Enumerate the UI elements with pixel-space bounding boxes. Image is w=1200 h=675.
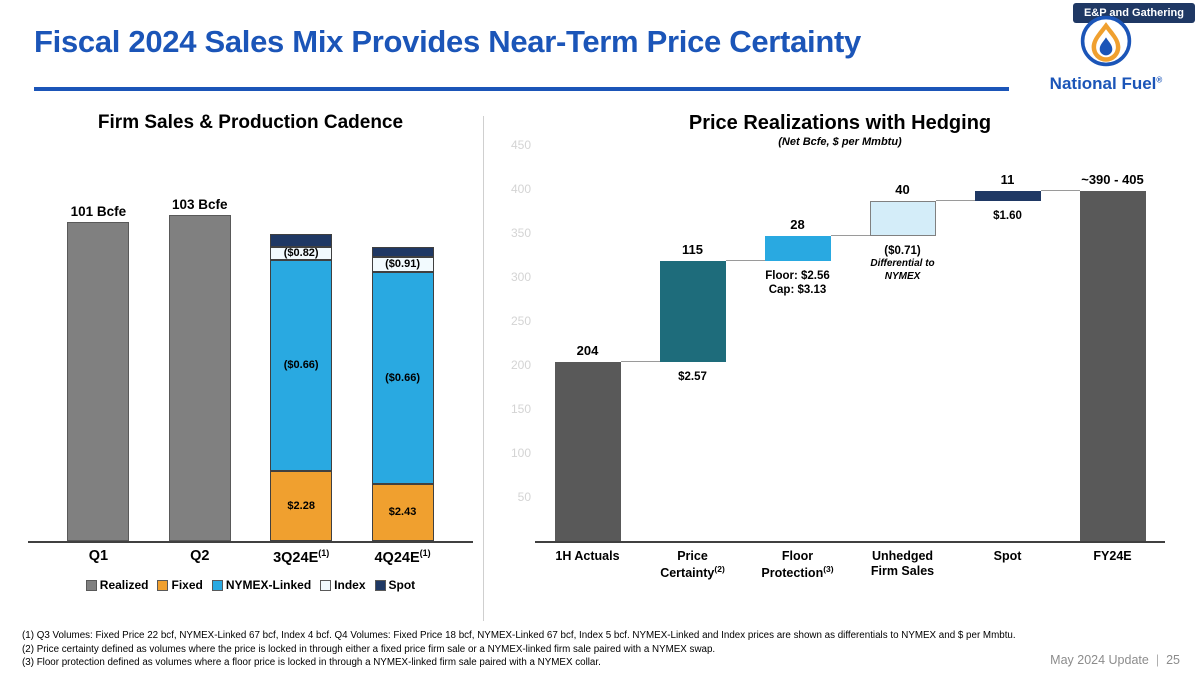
waterfall-value-label: 40 bbox=[895, 181, 910, 197]
waterfall-bar-spot bbox=[974, 191, 1041, 201]
stacked-bar-3q24e: $2.28 ($0.66) ($0.82) bbox=[270, 231, 333, 541]
category-label-floor-protection: Floor Protection(3) bbox=[761, 549, 834, 581]
footnote-1: (1) Q3 Volumes: Fixed Price 22 bcf, NYME… bbox=[22, 630, 1016, 641]
category-label-4q24e: 4Q24E(1) bbox=[374, 548, 431, 566]
category-label-3q24e: 3Q24E(1) bbox=[273, 548, 330, 566]
waterfall-connector bbox=[830, 234, 870, 236]
title-underline bbox=[34, 87, 1009, 91]
waterfall-value-label: 204 bbox=[576, 342, 599, 358]
footer-separator: | bbox=[1155, 653, 1160, 667]
waterfall-connector bbox=[935, 199, 975, 201]
footer-date: May 2024 Update bbox=[1050, 653, 1149, 667]
segment-nymex-linked: ($0.66) bbox=[270, 259, 333, 472]
y-axis-tick: 150 bbox=[510, 402, 531, 417]
legend-swatch bbox=[85, 579, 97, 591]
segment-nymex-linked: ($0.66) bbox=[371, 272, 434, 485]
waterfall-sub-label: $2.57 bbox=[678, 370, 707, 383]
legend-item-nymex-linked: NYMEX-Linked bbox=[211, 578, 311, 592]
segment-realized bbox=[168, 215, 231, 541]
waterfall-connector bbox=[1040, 190, 1080, 192]
legend-item-spot: Spot bbox=[374, 578, 415, 592]
legend-swatch bbox=[211, 579, 223, 591]
y-axis-tick: 250 bbox=[510, 314, 531, 329]
y-axis-tick: 50 bbox=[517, 490, 531, 505]
waterfall-bar-fy24e bbox=[1079, 191, 1146, 541]
legend-item-fixed: Fixed bbox=[157, 578, 203, 592]
segment-index: ($0.91) bbox=[371, 256, 434, 273]
company-logo: National Fuel® bbox=[1036, 14, 1176, 94]
waterfall-bar-unhedged-firm-sales bbox=[869, 200, 936, 236]
right-x-axis-labels: 1H Actuals Price Certainty(2) Floor Protecti… bbox=[535, 549, 1165, 581]
y-axis-tick: 200 bbox=[510, 358, 531, 373]
logo-wordmark: National Fuel® bbox=[1049, 74, 1163, 93]
legend-item-realized: Realized bbox=[85, 578, 148, 592]
chart-legend: Realized Fixed NYMEX-Linked Index Spot bbox=[28, 578, 473, 592]
waterfall-bar-price-certainty bbox=[659, 260, 726, 362]
category-label-fy24e: FY24E bbox=[1093, 549, 1132, 563]
category-label-price-certainty: Price Certainty(2) bbox=[660, 549, 725, 581]
legend-item-index: Index bbox=[320, 578, 366, 592]
y-axis-tick: 300 bbox=[510, 270, 531, 285]
waterfall-bar-1h-actuals bbox=[554, 361, 621, 541]
legend-swatch bbox=[374, 579, 386, 591]
stacked-bar-q2: 103 Bcfe bbox=[168, 197, 231, 541]
segment-realized bbox=[67, 221, 130, 541]
waterfall-connector bbox=[620, 360, 660, 362]
footnote-2: (2) Price certainty defined as volumes w… bbox=[22, 643, 716, 655]
bar-total-label: 101 Bcfe bbox=[70, 203, 127, 219]
category-label-q1: Q1 bbox=[88, 548, 109, 564]
waterfall-value-label: 28 bbox=[790, 216, 805, 232]
waterfall-connector bbox=[725, 259, 765, 261]
y-axis-tick: 450 bbox=[510, 138, 531, 153]
waterfall-value-label: 11 bbox=[1000, 172, 1015, 188]
flame-icon bbox=[1080, 15, 1132, 67]
waterfall-value-label: ~390 - 405 bbox=[1081, 172, 1144, 188]
bar-total-label: 103 Bcfe bbox=[172, 197, 228, 213]
waterfall-bar-floor-protection bbox=[764, 235, 831, 261]
segment-fixed: $2.43 bbox=[371, 484, 434, 541]
stacked-bar-4q24e: $2.43 ($0.66) ($0.91) bbox=[371, 244, 434, 541]
segment-index: ($0.82) bbox=[270, 247, 333, 260]
category-label-unhedged-firm-sales: Unhedged Firm Sales bbox=[870, 549, 935, 578]
legend-swatch bbox=[157, 579, 169, 591]
left-x-axis-labels: Q1 Q2 3Q24E(1) 4Q24E(1) bbox=[28, 548, 473, 566]
segment-fixed: $2.28 bbox=[270, 471, 333, 541]
y-axis-tick: 400 bbox=[510, 182, 531, 197]
waterfall-sub-label: Floor: $2.56 Cap: $3.13 bbox=[765, 269, 830, 296]
segment-spot bbox=[270, 234, 333, 248]
left-chart-title: Firm Sales & Production Cadence bbox=[97, 112, 404, 133]
waterfall-sub-label: $1.60 bbox=[993, 209, 1022, 222]
category-label-spot: Spot bbox=[993, 549, 1022, 563]
waterfall-plot: 450 400 350 300 250 200 150 100 50 204 115 $2.57 28 F… bbox=[511, 138, 1165, 543]
footnote-3: (3) Floor protection defined as volumes … bbox=[22, 657, 601, 669]
y-axis-tick: 100 bbox=[510, 446, 531, 461]
waterfall-value-label: 115 bbox=[682, 241, 703, 257]
slide-footer: May 2024 Update | 25 bbox=[1050, 653, 1180, 667]
segment-spot bbox=[371, 247, 434, 257]
right-chart-title: Price Realizations with Hedging bbox=[688, 112, 992, 134]
stacked-bar-q1: 101 Bcfe bbox=[67, 203, 130, 541]
page-number: 25 bbox=[1166, 653, 1180, 667]
footnotes: (1) Q3 Volumes: Fixed Price 22 bcf, NYME… bbox=[22, 629, 1112, 670]
vertical-divider bbox=[483, 116, 484, 621]
firm-sales-plot: 101 Bcfe 103 Bcfe $2.28 ($0.66) ($0.82) $2.43… bbox=[28, 188, 473, 543]
y-axis-tick: 350 bbox=[510, 226, 531, 241]
slide-title: Fiscal 2024 Sales Mix Provides Near-Term… bbox=[34, 24, 861, 59]
firm-sales-chart: Firm Sales & Production Cadence 101 Bcfe… bbox=[28, 112, 473, 592]
waterfall-sub-label: ($0.71) Differential to NYMEX bbox=[870, 244, 935, 282]
price-realizations-chart: Price Realizations with Hedging (Net Bcf… bbox=[500, 112, 1180, 580]
category-label-1h-actuals: 1H Actuals bbox=[555, 549, 620, 563]
right-chart-subtitle: (Net Bcfe, $ per Mmbtu) bbox=[778, 136, 902, 148]
category-label-q2: Q2 bbox=[190, 548, 210, 564]
legend-swatch bbox=[320, 579, 332, 591]
